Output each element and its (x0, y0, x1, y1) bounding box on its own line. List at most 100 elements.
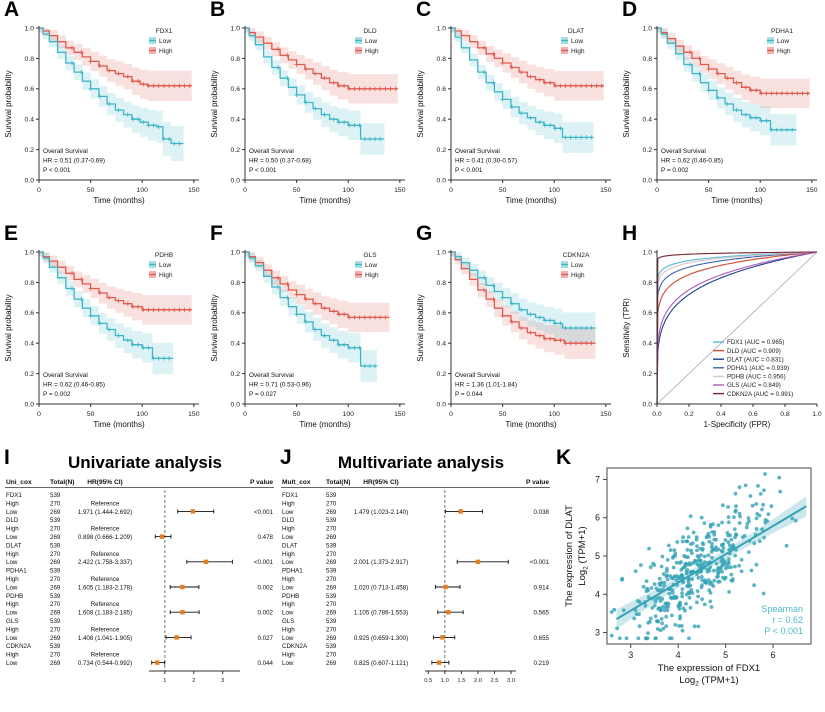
svg-text:270: 270 (326, 526, 337, 533)
legend: PDHA1 Low High (767, 28, 793, 55)
y-axis: 3 4 5 6 7 (595, 474, 607, 638)
svg-text:Reference: Reference (91, 500, 120, 507)
svg-text:0.027: 0.027 (258, 635, 274, 642)
forest-title-J: Multivariate analysis (337, 453, 505, 472)
svg-text:539: 539 (326, 593, 337, 600)
svg-text:0.044: 0.044 (258, 660, 274, 667)
svg-text:<0.001: <0.001 (254, 509, 274, 516)
annotation-line: Overall Survival (661, 148, 706, 155)
y-axis-label: Survival probability (416, 70, 425, 137)
svg-text:0.4: 0.4 (25, 117, 35, 124)
svg-text:0.0: 0.0 (231, 177, 241, 184)
svg-text:0.565: 0.565 (534, 610, 550, 617)
x-axis: 0.0 0.2 0.4 0.6 0.8 1.0 (652, 403, 822, 418)
svg-text:269: 269 (326, 635, 337, 642)
svg-text:0.6: 0.6 (25, 86, 35, 93)
svg-text:Low: Low (282, 610, 294, 617)
stats-annotation: Overall Survival HR = 0.62 (0.46-0.85) P =… (43, 372, 105, 398)
panel-letter-G: G (416, 222, 433, 245)
annotation-line: HR = 0.62 (0.46-0.85) (661, 158, 723, 165)
svg-text:269: 269 (50, 610, 61, 617)
svg-text:0.2: 0.2 (643, 147, 653, 154)
x-axis-label: Time (months) (505, 420, 557, 429)
svg-text:Low: Low (282, 534, 294, 541)
svg-text:<0.001: <0.001 (254, 559, 274, 566)
svg-text:1.608 (1.183-2.185): 1.608 (1.183-2.185) (78, 610, 132, 617)
panel-A: A 0.0 0.2 0.4 0.6 0.8 1.0 0 50 100 150 Time (months… (1, 0, 207, 226)
svg-text:2.001 (1.373-2.917): 2.001 (1.373-2.917) (354, 559, 408, 566)
svg-text:Reference: Reference (91, 576, 120, 583)
svg-text:Reference: Reference (91, 652, 120, 659)
censor-marks (481, 275, 594, 346)
panel-letter-A: A (4, 0, 20, 21)
svg-text:PDHB: PDHB (282, 593, 299, 600)
ci-band-high (451, 252, 596, 362)
svg-text:0.038: 0.038 (534, 509, 550, 516)
panel-H: H 0.0 0.2 0.4 0.6 0.8 1.0 0.0 0.2 0.4 0.6 0.8 1.0 1-S… (619, 222, 825, 450)
svg-text:CDKN2A: CDKN2A (282, 643, 308, 650)
svg-text:Low: Low (6, 584, 18, 591)
svg-text:150: 150 (188, 411, 200, 418)
svg-text:HR(95% CI): HR(95% CI) (87, 479, 123, 486)
svg-text:150: 150 (600, 187, 612, 194)
svg-text:Reference: Reference (91, 551, 120, 558)
svg-text:4: 4 (676, 650, 681, 660)
roc-legend-label-gls: GLS (AUC = 0.849) (727, 382, 781, 389)
legend: CDKN2A Low High (561, 252, 590, 279)
censor-marks (275, 47, 398, 142)
svg-text:539: 539 (50, 492, 61, 499)
legend-title: GLS (363, 252, 377, 259)
roc-legend-label-pdhb: PDHB (AUC = 0.956) (727, 374, 786, 381)
svg-text:1.105 (0.786-1.553): 1.105 (0.786-1.553) (354, 610, 408, 617)
svg-text:0.734 (0.544-0.992): 0.734 (0.544-0.992) (78, 660, 132, 667)
svg-text:539: 539 (50, 618, 61, 625)
y-axis: 0.0 0.2 0.4 0.6 0.8 1.0 (643, 249, 658, 408)
panel-J: J Multivariate analysis Mult_cox Total(N) HR… (277, 447, 553, 704)
legend-title: PDHB (155, 252, 174, 259)
svg-text:270: 270 (326, 626, 337, 633)
svg-text:0.0: 0.0 (25, 177, 35, 184)
svg-text:539: 539 (50, 542, 61, 549)
annotation-line: HR = 0.71 (0.53-0.96) (249, 382, 311, 389)
svg-text:50: 50 (87, 187, 95, 194)
stats-annotation: Overall Survival HR = 0.62 (0.46-0.85) P =… (661, 148, 723, 174)
svg-text:Reference: Reference (91, 526, 120, 533)
svg-text:0.6: 0.6 (437, 86, 447, 93)
svg-text:0: 0 (243, 187, 247, 194)
km-chart-cdkn2a: 0.0 0.2 0.4 0.6 0.8 1.0 0 50 100 150 Time (months)… (416, 249, 612, 429)
svg-text:1.0: 1.0 (231, 249, 241, 256)
svg-text:0.002: 0.002 (258, 584, 274, 591)
x-axis: 0 50 100 150 (655, 179, 818, 194)
ci-band-high (245, 252, 390, 337)
svg-text:150: 150 (600, 411, 612, 418)
stats-annotation: Overall Survival HR = 0.50 (0.37-0.68) P <… (249, 148, 311, 174)
svg-text:270: 270 (326, 551, 337, 558)
svg-text:Low: Low (6, 534, 18, 541)
svg-text:0.4: 0.4 (716, 411, 726, 418)
panel-letter-K: K (556, 446, 572, 469)
svg-text:0.4: 0.4 (437, 117, 447, 124)
panel-letter-H: H (622, 222, 638, 245)
svg-text:0.8: 0.8 (437, 56, 447, 63)
scatter-points (609, 472, 798, 641)
svg-text:1.0: 1.0 (643, 25, 653, 32)
table-rows: FDX1 539 High 270 Reference Low 269 1.971 (1.44… (6, 492, 274, 667)
svg-text:0.6: 0.6 (437, 310, 447, 317)
annotation-line: HR = 0.50 (0.37-0.68) (249, 158, 311, 165)
legend-title: DLD (363, 28, 376, 35)
svg-text:269: 269 (326, 509, 337, 516)
svg-text:1.5: 1.5 (457, 678, 465, 684)
ci-band-low (451, 28, 594, 156)
analysis-row: I Univariate analysis Uni_cox Total(N) HR(95… (1, 446, 825, 704)
panel-G: G 0.0 0.2 0.4 0.6 0.8 1.0 0 50 100 150 Time (months… (413, 222, 619, 450)
km-chart-dld: 0.0 0.2 0.4 0.6 0.8 1.0 0 50 100 150 Time (months)… (210, 25, 406, 205)
svg-text:0.6: 0.6 (25, 310, 35, 317)
legend-label-high: High (159, 48, 173, 55)
svg-text:High: High (6, 576, 19, 583)
legend-label-high: High (365, 272, 379, 279)
censor-marks (69, 271, 192, 361)
y-axis-label: Survival probability (4, 70, 13, 137)
annotation-line: P < 0.001 (455, 167, 483, 174)
svg-text:Low: Low (6, 660, 18, 667)
